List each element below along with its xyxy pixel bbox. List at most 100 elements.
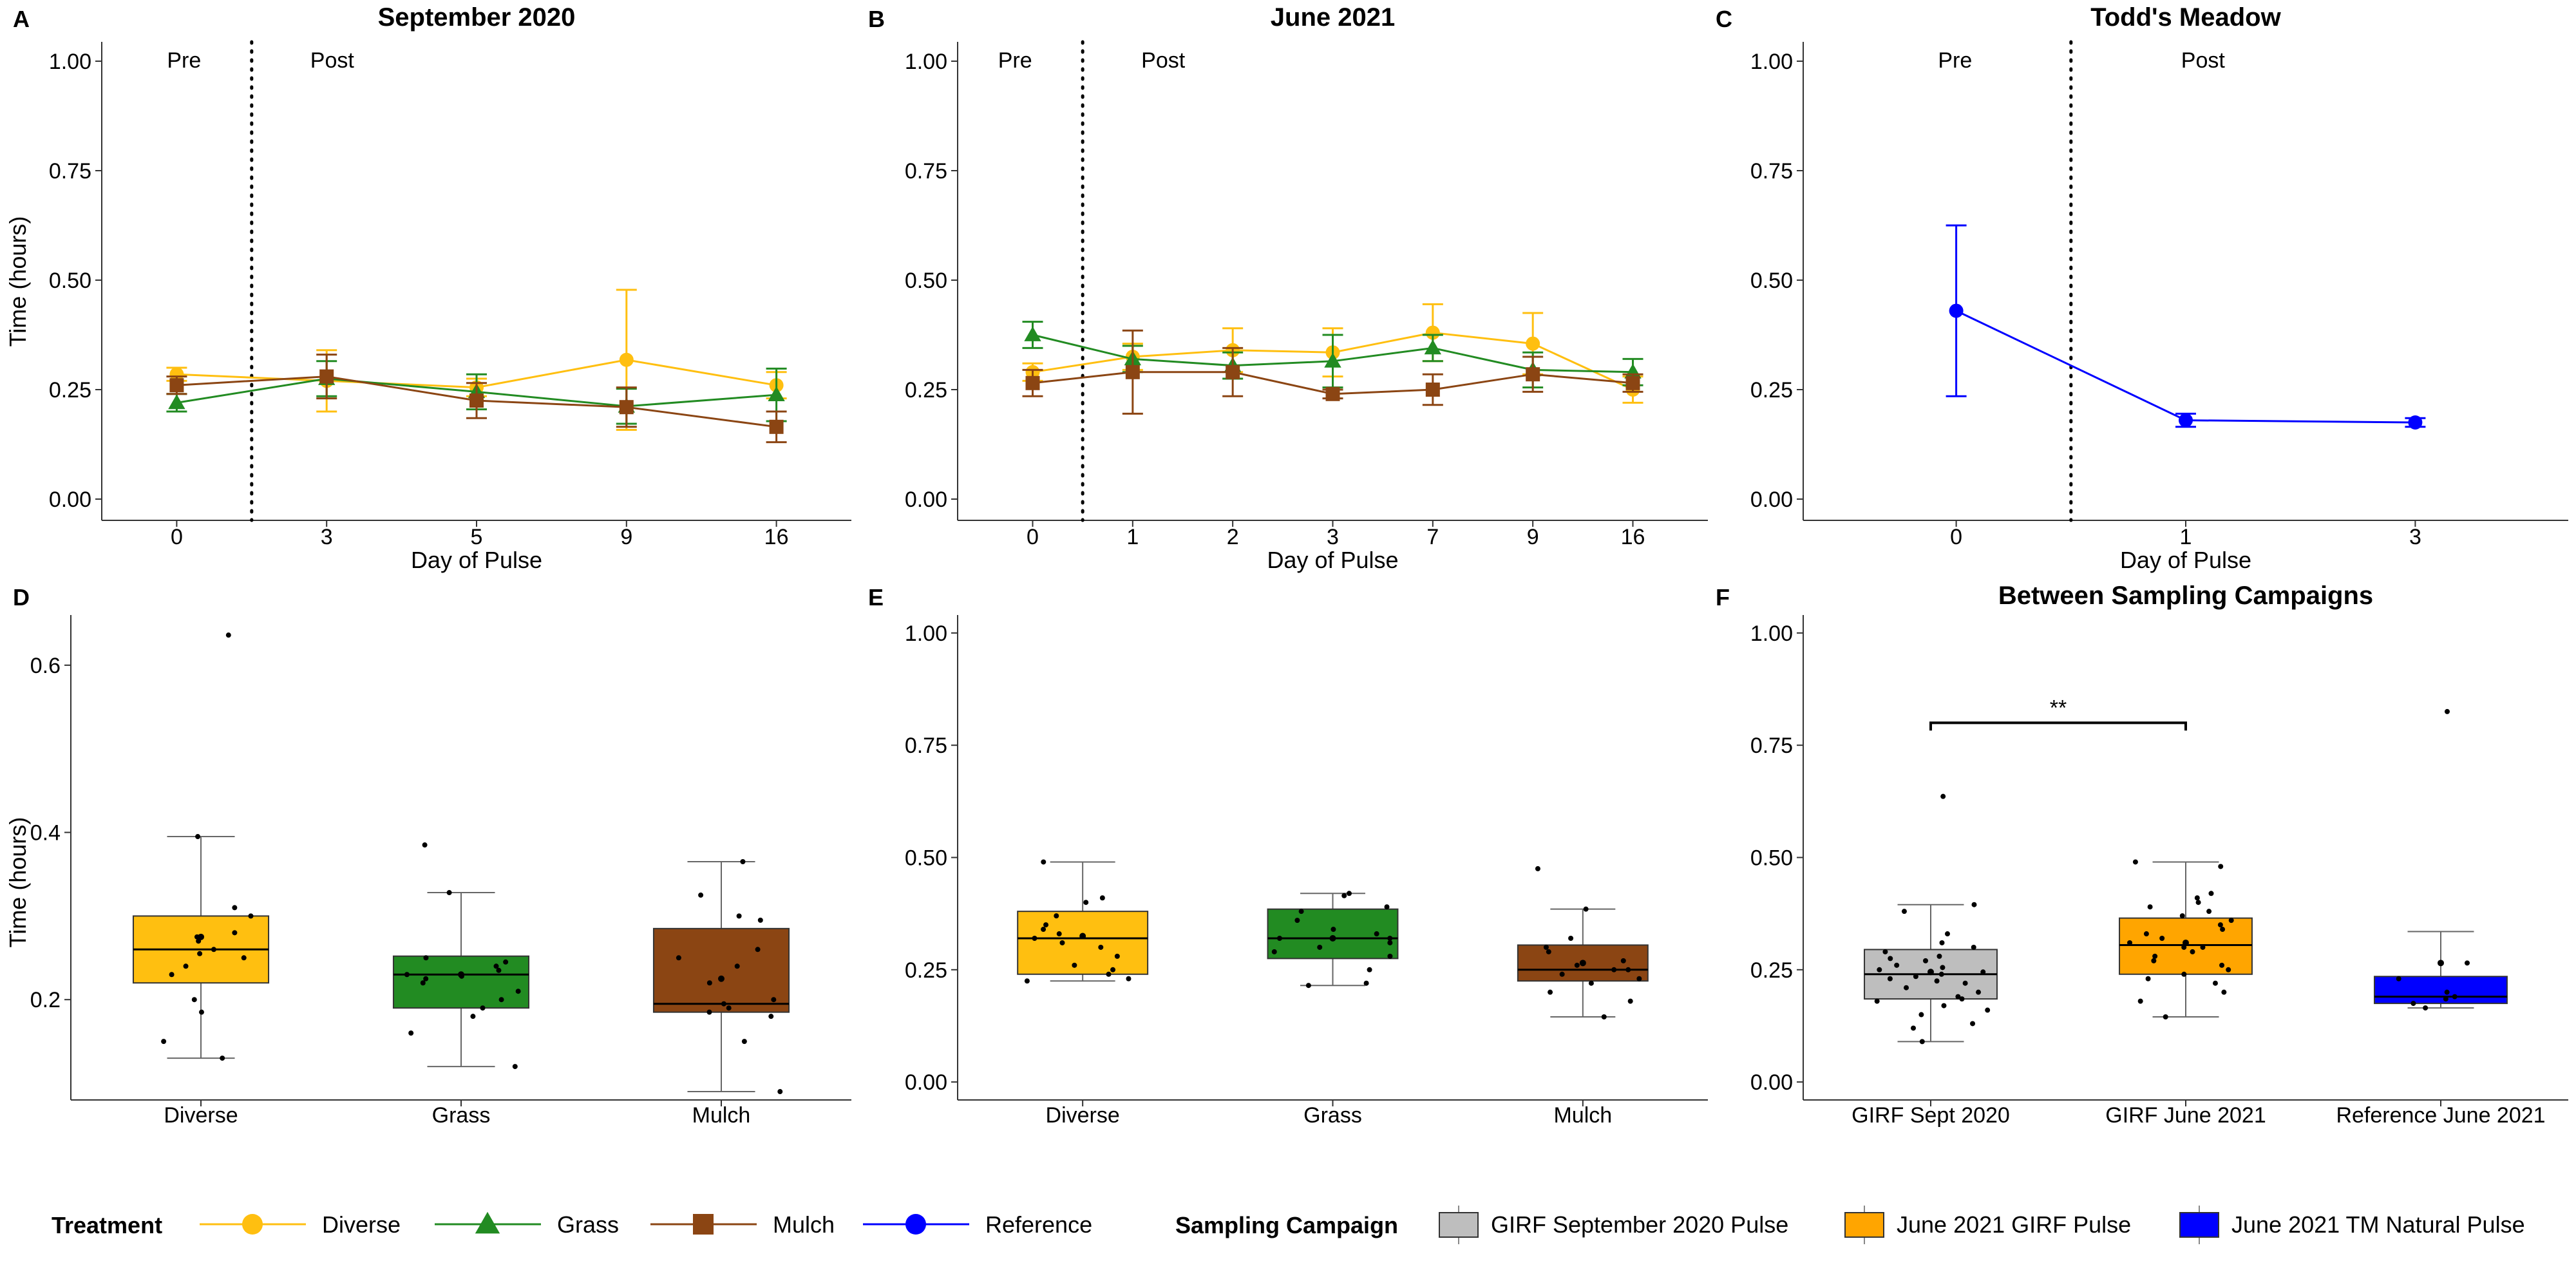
jitter-point — [1919, 1039, 1925, 1045]
jitter-point — [1911, 1025, 1917, 1031]
jitter-point — [1298, 909, 1304, 914]
y-tick-label: 0.00 — [905, 488, 947, 512]
x-tick-label: 1 — [2180, 525, 2192, 549]
legend-label: Diverse — [322, 1211, 401, 1238]
data-point-grass — [768, 386, 785, 402]
jitter-point — [1543, 944, 1549, 950]
jitter-point — [1874, 998, 1880, 1004]
jitter-point — [480, 1005, 486, 1011]
jitter-point — [2206, 909, 2212, 914]
jitter-point — [446, 890, 452, 896]
jitter-point — [2163, 1014, 2168, 1020]
jitter-point — [768, 1014, 774, 1019]
legend-label: June 2021 GIRF Pulse — [1897, 1211, 2131, 1238]
mean-point — [1927, 969, 1934, 976]
jitter-point — [2181, 944, 2187, 950]
jitter-point — [1959, 996, 1965, 1002]
jitter-point — [2147, 904, 2153, 910]
jitter-point — [241, 955, 247, 961]
jitter-point — [1636, 976, 1642, 981]
x-tick-label: GIRF June 2021 — [2105, 1103, 2266, 1128]
jitter-point — [1387, 940, 1393, 945]
jitter-point — [232, 930, 238, 936]
jitter-point — [1625, 967, 1631, 972]
jitter-point — [1056, 931, 1062, 937]
x-tick-label: Diverse — [1046, 1103, 1120, 1128]
post-label: Post — [310, 48, 355, 73]
y-tick-label: 0.00 — [49, 488, 91, 512]
jitter-point — [706, 1009, 712, 1015]
jitter-point — [1938, 971, 1944, 977]
jitter-point — [1535, 866, 1540, 871]
x-tick-label: Reference June 2021 — [2336, 1103, 2545, 1128]
jitter-point — [1363, 980, 1369, 986]
jitter-point — [1970, 1021, 1976, 1027]
jitter-point — [1945, 931, 1951, 937]
y-tick-label: 0.25 — [1750, 378, 1793, 402]
data-point-mulch — [1526, 367, 1540, 382]
x-tick-label: Mulch — [1553, 1103, 1612, 1128]
jitter-point — [1583, 906, 1589, 912]
data-point-mulch — [169, 378, 184, 393]
pre-label: Pre — [1938, 48, 1972, 73]
jitter-point — [225, 632, 231, 638]
jitter-point — [459, 973, 464, 979]
jitter-point — [771, 997, 777, 1003]
jitter-point — [2132, 859, 2138, 865]
jitter-point — [1367, 967, 1372, 972]
mean-point — [718, 975, 724, 982]
x-tick-label: 2 — [1227, 525, 1239, 549]
data-point-reference — [2408, 415, 2423, 430]
y-tick-label: 0.75 — [1750, 159, 1793, 184]
jitter-point — [1894, 962, 1900, 968]
jitter-point — [1923, 958, 1928, 963]
data-point-diverse — [169, 367, 184, 382]
jitter-point — [1099, 895, 1105, 901]
legend-title-treatment: Treatment — [52, 1212, 162, 1238]
x-tick-label: 1 — [1126, 525, 1139, 549]
data-point-grass — [168, 394, 185, 410]
data-point-mulch — [319, 369, 334, 384]
jitter-point — [2159, 936, 2165, 941]
jitter-point — [2219, 962, 2225, 968]
x-tick-label: Grass — [432, 1103, 491, 1128]
jitter-point — [1317, 944, 1323, 950]
data-point-mulch — [1625, 375, 1640, 390]
jitter-point — [1934, 978, 1940, 984]
jitter-point — [1548, 989, 1553, 995]
jitter-point — [404, 972, 410, 978]
data-point-mulch — [469, 393, 484, 408]
x-tick-label: 9 — [1527, 525, 1539, 549]
jitter-point — [498, 997, 504, 1003]
jitter-point — [2396, 976, 2401, 981]
y-tick-label: 0.50 — [905, 846, 947, 871]
box-diverse — [1017, 911, 1149, 975]
jitter-point — [1941, 1003, 1947, 1009]
x-tick-label: Grass — [1303, 1103, 1362, 1128]
jitter-point — [493, 963, 499, 969]
jitter-point — [194, 934, 200, 940]
jitter-point — [741, 1039, 747, 1045]
jitter-point — [1882, 949, 1888, 954]
mean-point — [1329, 935, 1336, 942]
data-point-diverse — [1425, 325, 1440, 340]
data-point-grass — [1424, 339, 1442, 355]
jitter-point — [1294, 918, 1300, 923]
jitter-point — [1387, 936, 1393, 941]
y-tick-label: 0.75 — [905, 734, 947, 758]
jitter-point — [676, 955, 681, 961]
panel-letter: B — [868, 6, 885, 32]
jitter-point — [1611, 967, 1617, 972]
jitter-point — [2137, 998, 2143, 1004]
jitter-point — [1918, 1012, 1924, 1018]
jitter-point — [1374, 931, 1379, 937]
jitter-point — [1043, 922, 1049, 928]
jitter-point — [757, 917, 763, 923]
y-tick-label: 0.25 — [905, 378, 947, 402]
jitter-point — [2217, 922, 2223, 928]
jitter-point — [1955, 994, 1961, 999]
y-tick-label: 0.75 — [49, 159, 91, 184]
y-tick-label: 1.00 — [1750, 50, 1793, 74]
jitter-point — [736, 913, 742, 919]
jitter-point — [515, 989, 521, 994]
